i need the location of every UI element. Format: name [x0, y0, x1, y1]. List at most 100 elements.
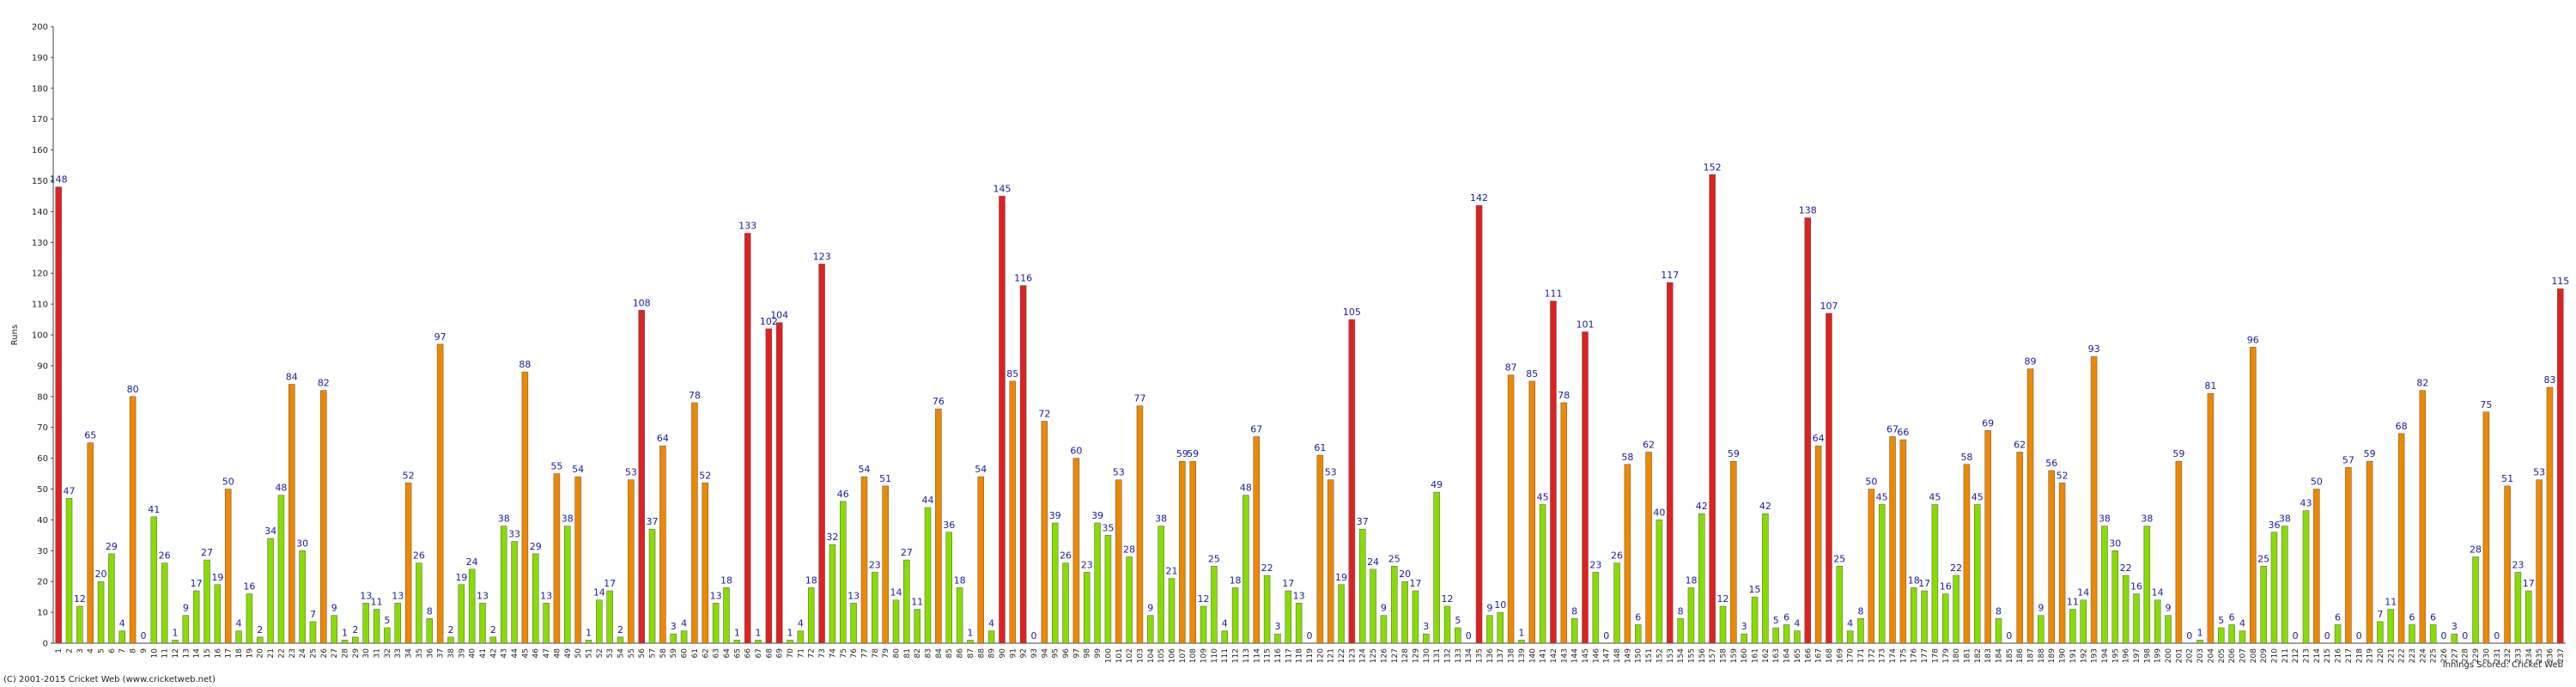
- x-tick-label: 10: [150, 648, 159, 659]
- value-label: 7: [2377, 609, 2383, 620]
- value-label: 22: [2120, 562, 2132, 574]
- x-tick-label: 210: [2270, 648, 2279, 663]
- value-label: 59: [1176, 448, 1188, 459]
- note: Innings Scored: Cricket Web: [2443, 660, 2563, 670]
- bar: [2536, 479, 2543, 644]
- bar: [373, 609, 380, 644]
- value-label: 152: [1704, 161, 1722, 173]
- value-label: 12: [1716, 593, 1728, 605]
- value-label: 25: [1388, 553, 1400, 564]
- bar: [945, 532, 952, 644]
- value-label: 59: [2172, 448, 2184, 459]
- x-tick-label: 171: [1857, 648, 1866, 663]
- bar: [458, 584, 465, 644]
- value-label: 23: [2512, 559, 2524, 570]
- bar: [1645, 452, 1652, 644]
- value-label: 38: [562, 514, 574, 525]
- value-label: 18: [1230, 575, 1242, 586]
- x-tick-label: 108: [1189, 648, 1198, 663]
- value-label: 4: [1847, 618, 1853, 629]
- bar: [394, 603, 401, 644]
- value-label: 83: [2543, 374, 2555, 386]
- value-label: 96: [2247, 334, 2259, 345]
- bar: [1634, 624, 1642, 644]
- x-tick-label: 159: [1730, 648, 1739, 663]
- value-label: 24: [466, 556, 478, 568]
- bar: [1550, 301, 1557, 644]
- x-tick-label: 103: [1136, 648, 1145, 663]
- bar: [2048, 470, 2055, 644]
- bar: [2026, 368, 2034, 644]
- x-tick-label: 125: [1370, 648, 1378, 663]
- x-tick-label: 200: [2165, 648, 2173, 663]
- x-tick-label: 39: [458, 648, 466, 659]
- bar: [97, 581, 105, 644]
- bar: [840, 501, 847, 644]
- value-label: 89: [2025, 356, 2037, 367]
- x-tick-label: 158: [1719, 648, 1728, 663]
- value-label: 107: [1820, 301, 1838, 312]
- x-tick-label: 77: [860, 648, 869, 658]
- value-label: 9: [1381, 603, 1387, 614]
- x-tick-label: 86: [957, 648, 965, 659]
- value-label: 53: [625, 467, 637, 478]
- x-tick-label: 75: [840, 648, 848, 658]
- bar: [76, 605, 83, 644]
- x-tick-label: 45: [521, 648, 530, 658]
- value-label: 5: [1455, 615, 1461, 626]
- bar: [765, 328, 773, 644]
- value-label: 0: [2186, 630, 2192, 641]
- value-label: 50: [2311, 477, 2323, 488]
- value-label: 36: [943, 520, 955, 531]
- x-tick-label: 209: [2260, 648, 2269, 663]
- x-tick-label: 38: [447, 648, 456, 659]
- x-tick-label: 74: [829, 648, 837, 659]
- x-tick-label: 102: [1126, 648, 1134, 663]
- x-tick-label: 145: [1582, 648, 1590, 663]
- value-label: 53: [1113, 467, 1125, 478]
- value-label: 47: [64, 485, 76, 496]
- bar: [723, 587, 730, 644]
- bar: [1083, 572, 1091, 644]
- value-label: 48: [1240, 483, 1252, 494]
- x-tick-label: 154: [1677, 648, 1686, 663]
- x-tick-label: 163: [1772, 648, 1781, 663]
- value-label: 12: [1198, 593, 1210, 605]
- value-label: 9: [2166, 603, 2172, 614]
- bar: [914, 609, 920, 644]
- value-label: 4: [988, 618, 994, 629]
- value-label: 123: [813, 251, 831, 262]
- value-label: 2: [490, 624, 496, 635]
- x-tick-label: 56: [638, 648, 647, 659]
- x-tick-label: 109: [1200, 648, 1209, 663]
- value-label: 32: [826, 532, 838, 543]
- bar: [1709, 174, 1716, 644]
- value-label: 2: [257, 624, 263, 635]
- value-label: 138: [1799, 205, 1817, 216]
- bar: [1995, 618, 2002, 644]
- value-label: 6: [2229, 611, 2235, 623]
- bar: [341, 640, 349, 644]
- value-label: 29: [106, 541, 118, 552]
- bar: [1338, 584, 1345, 644]
- bar: [1762, 513, 1769, 644]
- x-tick-label: 9: [140, 648, 149, 654]
- bar: [606, 590, 613, 644]
- value-label: 8: [427, 605, 433, 617]
- x-tick-label: 188: [2038, 648, 2046, 663]
- value-label: 6: [1635, 611, 1641, 623]
- value-label: 12: [74, 593, 86, 605]
- value-label: 29: [530, 541, 542, 552]
- x-tick-label: 176: [1911, 648, 1919, 663]
- bar: [2207, 392, 2215, 644]
- x-tick-label: 42: [489, 648, 498, 658]
- x-tick-label: 26: [320, 648, 329, 659]
- x-tick-label: 85: [945, 648, 954, 658]
- value-label: 93: [2088, 344, 2100, 355]
- value-label: 117: [1661, 270, 1679, 281]
- value-label: 27: [901, 547, 913, 558]
- x-tick-label: 234: [2525, 648, 2534, 663]
- bar: [818, 264, 825, 644]
- value-label: 8: [1857, 605, 1863, 617]
